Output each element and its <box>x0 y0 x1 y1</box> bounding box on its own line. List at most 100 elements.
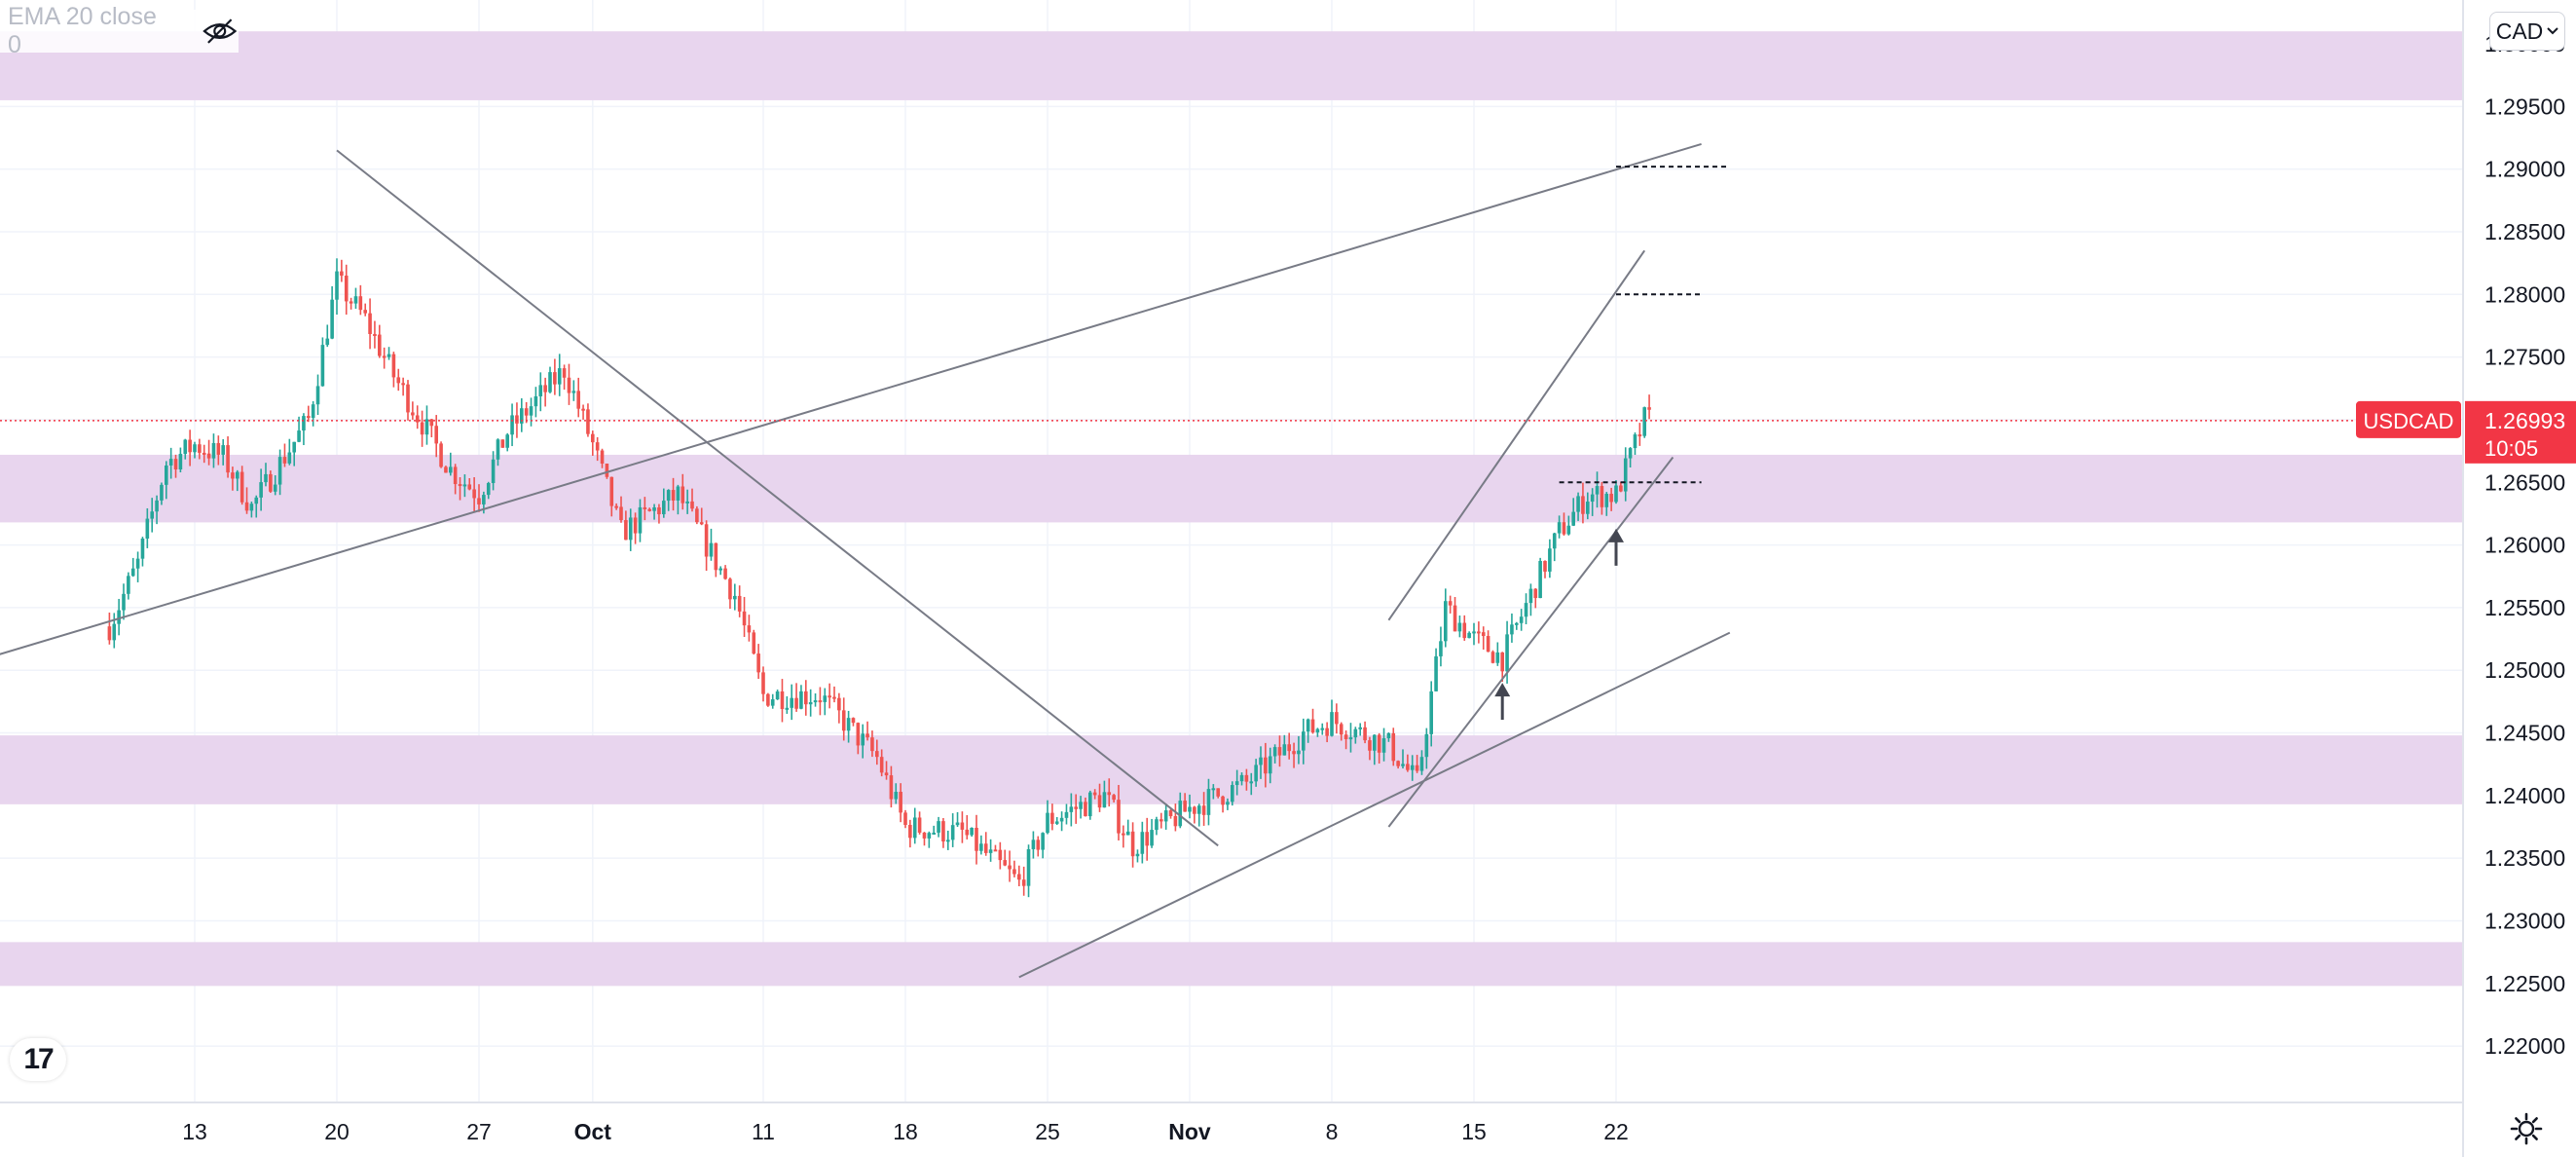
candle-body <box>894 792 899 800</box>
candle-body <box>259 482 263 498</box>
candle-body <box>1453 605 1457 632</box>
candle-body <box>946 840 950 842</box>
candle-body <box>884 772 889 776</box>
candle-body <box>643 506 647 509</box>
candle-body <box>553 372 557 385</box>
candle-body <box>1358 727 1362 729</box>
x-tick-label: 18 <box>893 1119 918 1144</box>
candle-body <box>1026 848 1031 886</box>
candle-body <box>685 501 689 504</box>
candle-body <box>662 501 666 515</box>
candle-body <box>671 490 676 501</box>
candle-body <box>1183 801 1187 812</box>
candle-body <box>823 695 828 702</box>
candle-body <box>112 623 117 641</box>
y-tick-label: 1.26500 <box>2484 469 2565 495</box>
x-tick-label: Oct <box>574 1119 612 1144</box>
candle-body <box>1130 831 1135 857</box>
candle-body <box>865 733 869 738</box>
candle-body <box>1533 588 1538 599</box>
candle-body <box>666 490 671 502</box>
candle-body <box>434 426 438 444</box>
candle-body <box>794 697 798 709</box>
candle-body <box>1050 812 1054 824</box>
candle-body <box>1315 728 1320 733</box>
target-levels[interactable] <box>0 166 2463 484</box>
candle-body <box>548 372 552 392</box>
candle-body <box>941 821 945 841</box>
candle-body <box>1515 622 1519 625</box>
x-tick-label: Nov <box>1168 1119 1211 1144</box>
candle-body <box>486 482 491 496</box>
candle-body <box>538 385 543 396</box>
candle-body <box>168 459 173 466</box>
candle-body <box>117 610 121 624</box>
candle-body <box>183 439 188 455</box>
candle-body <box>955 822 960 826</box>
grid-lines <box>0 0 2463 1102</box>
candle-body <box>135 558 140 569</box>
candle-body <box>728 578 732 600</box>
candle-body <box>1135 853 1140 857</box>
candle-body <box>1557 522 1562 534</box>
candle-body <box>500 439 505 448</box>
candle-body <box>932 832 936 835</box>
candle-body <box>1543 560 1547 572</box>
candle-body <box>1434 655 1438 691</box>
candle-body <box>1595 486 1600 495</box>
candle-body <box>922 832 927 839</box>
candle-body <box>1604 494 1609 507</box>
candle-body <box>1401 764 1405 766</box>
indicator-legend[interactable]: EMA 20 close 0 <box>0 3 239 58</box>
candle-body <box>1159 819 1163 822</box>
candle-body <box>1581 496 1585 514</box>
candle-body <box>165 465 168 485</box>
eye-crossed-icon[interactable] <box>201 17 239 46</box>
candle-body <box>236 471 239 479</box>
candle-body <box>1377 734 1381 753</box>
candle-body <box>733 595 737 600</box>
candle-body <box>1363 727 1367 741</box>
y-tick-label: 1.27500 <box>2484 345 2565 370</box>
candle-body <box>1031 840 1036 849</box>
candle-body <box>1406 764 1410 770</box>
last-price-label: 1.26993 <box>2484 408 2565 433</box>
trendline <box>1387 249 1646 621</box>
y-tick-label: 1.29500 <box>2484 93 2565 119</box>
trendline <box>0 142 1702 655</box>
candle-body <box>1107 792 1112 796</box>
candle-body <box>856 723 861 746</box>
candle-body <box>846 718 851 731</box>
candle-body <box>1069 806 1074 812</box>
candle-body <box>1097 795 1102 808</box>
candle-body <box>1381 738 1386 753</box>
candle-body <box>1638 434 1642 437</box>
candle-body <box>1249 781 1254 784</box>
trendline <box>1018 631 1731 979</box>
candle-body <box>1429 690 1433 734</box>
candle-body <box>799 690 803 709</box>
candle-body <box>1231 785 1234 802</box>
trendlines[interactable] <box>0 142 1731 979</box>
candle-body <box>695 508 699 523</box>
gear-icon[interactable] <box>2509 1111 2544 1146</box>
candle-body <box>609 476 614 506</box>
candle-body <box>1102 792 1107 808</box>
candle-body <box>1562 522 1566 535</box>
bar-countdown-label: 10:05 <box>2484 436 2538 461</box>
candle-body <box>1064 811 1069 818</box>
candle-body <box>1188 806 1192 812</box>
candle-body <box>681 486 685 504</box>
candle-body <box>993 849 998 852</box>
tradingview-logo-icon[interactable]: 17 <box>10 1038 66 1081</box>
candle-body <box>315 386 320 405</box>
candle-body <box>173 459 178 470</box>
candle-body <box>1467 632 1471 639</box>
currency-selector[interactable]: CAD <box>2489 12 2565 51</box>
candle-body <box>628 517 633 541</box>
candle-body <box>330 299 334 339</box>
candle-body <box>505 434 509 448</box>
currency-label: CAD <box>2495 18 2544 44</box>
